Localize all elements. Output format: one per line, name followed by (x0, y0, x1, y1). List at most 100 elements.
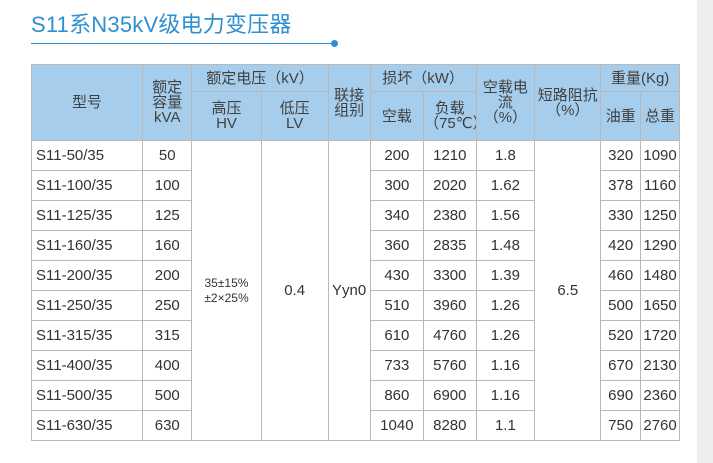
cell-model: S11-50/35 (30, 140, 144, 171)
cell-oil-weight: 378 (600, 170, 642, 201)
cell-model: S11-500/35 (30, 380, 144, 411)
cell-capacity: 160 (142, 230, 193, 261)
cell-no-load-current: 1.56 (475, 200, 536, 231)
cell-capacity: 50 (142, 140, 193, 171)
cell-capacity: 200 (142, 260, 193, 291)
cell-total-weight: 2760 (640, 410, 680, 441)
cell-total-weight: 1160 (640, 170, 680, 201)
page-title: S11系N35kV级电力变压器 (31, 12, 292, 37)
cell-total-weight: 2360 (640, 380, 680, 411)
header-total-weight: 总重 (640, 91, 680, 141)
table-row: S11-100/35 100 300 2020 1.62 378 1160 (30, 170, 680, 201)
right-edge-strip (697, 0, 713, 463)
cell-model: S11-125/35 (30, 200, 144, 231)
cell-load-loss: 5760 (423, 350, 477, 381)
cell-lv-shared: 0.4 (260, 140, 329, 441)
cell-load-loss: 4760 (423, 320, 477, 351)
title-underline (31, 43, 331, 44)
header-oil-weight: 油重 (600, 91, 642, 141)
table-row: S11-315/35 315 610 4760 1.26 520 1720 (30, 320, 680, 351)
cell-model: S11-200/35 (30, 260, 144, 291)
cell-model: S11-250/35 (30, 290, 144, 321)
cell-no-load-current: 1.16 (475, 380, 536, 411)
cell-oil-weight: 750 (600, 410, 642, 441)
cell-capacity: 315 (142, 320, 193, 351)
header-rated-voltage: 额定电压（kV） (191, 64, 329, 92)
cell-no-load-loss: 200 (369, 140, 425, 171)
header-load-loss: 负载 （75℃） (423, 91, 477, 141)
table-row: S11-630/35 630 1040 8280 1.1 750 2760 (30, 410, 680, 441)
table-row: S11-400/35 400 733 5760 1.16 670 2130 (30, 350, 680, 381)
cell-total-weight: 1720 (640, 320, 680, 351)
header-capacity: 额定 容量 kVA (142, 64, 193, 141)
cell-capacity: 630 (142, 410, 193, 441)
cell-total-weight: 1250 (640, 200, 680, 231)
cell-no-load-current: 1.8 (475, 140, 536, 171)
cell-hv-shared: 35±15% ±2×25% (191, 140, 262, 441)
cell-no-load-loss: 430 (369, 260, 425, 291)
cell-oil-weight: 330 (600, 200, 642, 231)
cell-total-weight: 1090 (640, 140, 680, 171)
cell-load-loss: 3960 (423, 290, 477, 321)
title-block: S11系N35kV级电力变压器 (31, 10, 371, 47)
table-row: S11-50/35 50 35±15% ±2×25% 0.4 Yyn0 200 … (30, 140, 680, 441)
header-no-load-loss: 空载 (369, 91, 425, 141)
cell-oil-weight: 690 (600, 380, 642, 411)
cell-no-load-current: 1.16 (475, 350, 536, 381)
cell-model: S11-100/35 (30, 170, 144, 201)
cell-capacity: 100 (142, 170, 193, 201)
cell-no-load-loss: 733 (369, 350, 425, 381)
header-weight: 重量(Kg) (600, 64, 680, 92)
cell-total-weight: 1650 (640, 290, 680, 321)
cell-load-loss: 2020 (423, 170, 477, 201)
cell-load-loss: 2380 (423, 200, 477, 231)
cell-total-weight: 2130 (640, 350, 680, 381)
cell-no-load-loss: 1040 (369, 410, 425, 441)
cell-impedance-shared: 6.5 (534, 140, 602, 441)
cell-total-weight: 1480 (640, 260, 680, 291)
table-body: S11-50/35 50 35±15% ±2×25% 0.4 Yyn0 200 … (30, 140, 680, 441)
cell-capacity: 125 (142, 200, 193, 231)
header-connection: 联接 组别 (327, 64, 371, 141)
cell-no-load-loss: 300 (369, 170, 425, 201)
table-row: S11-125/35 125 340 2380 1.56 330 1250 (30, 200, 680, 231)
table-row: S11-500/35 500 860 6900 1.16 690 2360 (30, 380, 680, 411)
table-row: S11-200/35 200 430 3300 1.39 460 1480 (30, 260, 680, 291)
cell-model: S11-400/35 (30, 350, 144, 381)
cell-total-weight: 1290 (640, 230, 680, 261)
table-row: S11-250/35 250 510 3960 1.26 500 1650 (30, 290, 680, 321)
cell-no-load-loss: 340 (369, 200, 425, 231)
table-row: S11-160/35 160 360 2835 1.48 420 1290 (30, 230, 680, 261)
header-hv: 高压 HV (191, 91, 262, 141)
header-no-load-current: 空载电流 （%） (475, 64, 536, 141)
cell-no-load-current: 1.26 (475, 290, 536, 321)
cell-no-load-current: 1.1 (475, 410, 536, 441)
cell-no-load-current: 1.62 (475, 170, 536, 201)
cell-load-loss: 2835 (423, 230, 477, 261)
header-model: 型号 (30, 64, 144, 141)
header-impedance: 短路阻抗 （%） (534, 64, 602, 141)
cell-no-load-loss: 610 (369, 320, 425, 351)
table-header: 型号 额定 容量 kVA 额定电压（kV） 联接 组别 损坏（kW） 空载电流 … (30, 64, 680, 141)
cell-model: S11-315/35 (30, 320, 144, 351)
cell-oil-weight: 460 (600, 260, 642, 291)
cell-model: S11-630/35 (30, 410, 144, 441)
cell-load-loss: 8280 (423, 410, 477, 441)
cell-capacity: 250 (142, 290, 193, 321)
cell-no-load-loss: 860 (369, 380, 425, 411)
cell-capacity: 500 (142, 380, 193, 411)
cell-no-load-current: 1.39 (475, 260, 536, 291)
cell-no-load-loss: 360 (369, 230, 425, 261)
cell-model: S11-160/35 (30, 230, 144, 261)
cell-load-loss: 6900 (423, 380, 477, 411)
cell-connection-shared: Yyn0 (327, 140, 371, 441)
cell-load-loss: 3300 (423, 260, 477, 291)
cell-oil-weight: 320 (600, 140, 642, 171)
header-loss: 损坏（kW） (369, 64, 477, 92)
title-dot (331, 40, 338, 47)
spec-table: 型号 额定 容量 kVA 额定电压（kV） 联接 组别 损坏（kW） 空载电流 … (30, 64, 680, 441)
cell-no-load-current: 1.48 (475, 230, 536, 261)
cell-no-load-loss: 510 (369, 290, 425, 321)
cell-load-loss: 1210 (423, 140, 477, 171)
cell-no-load-current: 1.26 (475, 320, 536, 351)
